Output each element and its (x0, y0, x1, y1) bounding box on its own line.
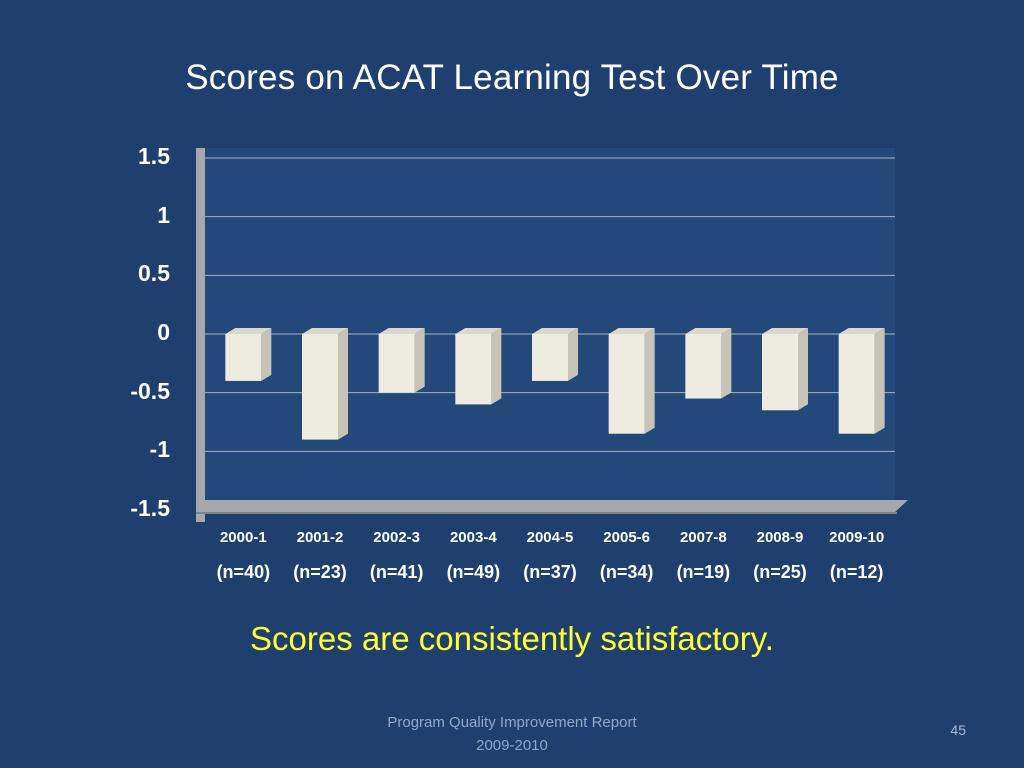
bar-top-face (532, 328, 578, 334)
bar-top-face (225, 328, 272, 334)
bar-side-face (798, 328, 808, 411)
left-wall (196, 148, 205, 522)
bar-side-face (491, 328, 502, 405)
bar (762, 334, 798, 411)
bar-top-face (455, 328, 502, 334)
bar-top-face (302, 328, 348, 334)
x-axis-category-label: 2002-3 (373, 529, 421, 546)
bar-side-face (338, 328, 348, 440)
x-axis-category-label: 2001-2 (296, 529, 344, 546)
bar (532, 334, 568, 381)
sample-size-label: (n=23) (293, 562, 347, 582)
bar-top-face (608, 328, 655, 334)
x-axis-category-label: 2009-10 (829, 529, 885, 546)
sample-size-label: (n=41) (369, 562, 424, 582)
sample-size-label: (n=19) (676, 562, 731, 582)
bar-top-face (838, 328, 885, 334)
x-axis-category-label: 2005-6 (603, 529, 651, 546)
bar (378, 334, 415, 393)
bar-side-face (261, 328, 272, 381)
bar-side-face (568, 328, 578, 381)
bar-side-face (414, 328, 425, 393)
bar-side-face (721, 328, 732, 399)
sample-size-label: (n=40) (216, 562, 271, 582)
x-axis-category-label: 2007-8 (679, 529, 727, 546)
footer: Program Quality Improvement Report 2009-… (0, 711, 1024, 758)
y-axis-tick-label: -0.5 (130, 377, 170, 404)
sample-size-label: (n=34) (599, 562, 654, 582)
footer-line-2: 2009-2010 (476, 737, 548, 755)
bar-top-face (685, 328, 732, 334)
bar (685, 334, 722, 399)
y-axis-tick-label: -1 (149, 436, 170, 463)
y-axis-tick-label: 1.5 (138, 143, 170, 169)
x-axis-category-label: 2000-1 (219, 529, 267, 546)
sample-size-label: (n=49) (446, 562, 501, 582)
caption-text: Scores are consistently satisfactory. (250, 620, 774, 657)
page-number: 45 (950, 722, 966, 738)
x-axis-category-label: 2008-9 (756, 529, 804, 546)
bar (608, 334, 645, 434)
bar (302, 334, 338, 440)
bar-side-face (644, 328, 655, 434)
footer-line-1: Program Quality Improvement Report (387, 714, 637, 731)
y-axis-tick-label: 1 (157, 201, 170, 228)
bar-top-face (762, 328, 808, 334)
sample-size-label: (n=37) (523, 562, 577, 582)
bar (225, 334, 262, 381)
bar-side-face (874, 328, 885, 434)
bar-top-face (378, 328, 425, 334)
bar (838, 334, 875, 434)
floor (196, 500, 908, 512)
sample-size-label: (n=25) (753, 562, 807, 582)
slide-title: Scores on ACAT Learning Test Over Time (185, 58, 839, 97)
y-axis-tick-label: 0 (157, 319, 170, 345)
y-axis-tick-label: -1.5 (130, 495, 170, 521)
sample-size-label: (n=12) (829, 562, 884, 582)
y-axis-tick-label: 0.5 (138, 260, 170, 287)
x-axis-category-label: 2003-4 (449, 529, 497, 546)
bar (455, 334, 492, 405)
x-axis-category-label: 2004-5 (526, 529, 574, 546)
